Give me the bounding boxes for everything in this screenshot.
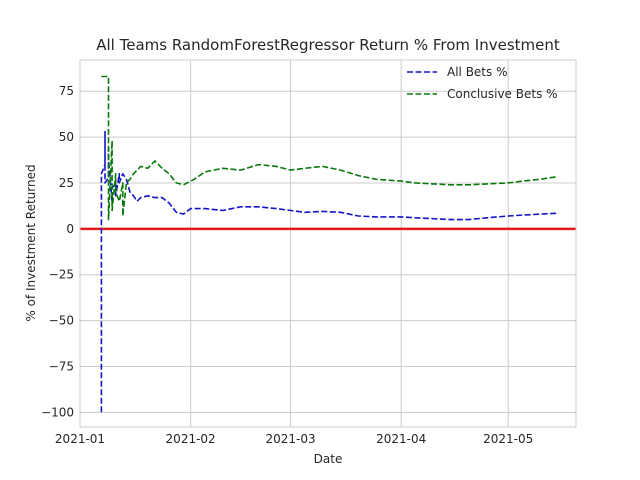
x-tick-label: 2021-02: [166, 432, 216, 446]
x-tick-label: 2021-04: [376, 432, 426, 446]
x-tick-label: 2021-05: [483, 432, 533, 446]
series-line-1: [100, 130, 559, 413]
x-tick-label: 2021-03: [265, 432, 315, 446]
y-tick-label: 50: [59, 130, 74, 144]
x-tick-labels: 2021-01 2021-02 2021-03 2021-04 2021-05: [55, 432, 533, 446]
legend-label: Conclusive Bets %: [447, 87, 558, 101]
y-tick-labels: 75 50 25 0 −25 −50 −75 −100: [41, 84, 74, 419]
series-line-2: [101, 75, 559, 221]
y-tick-label: 75: [59, 84, 74, 98]
y-tick-label: −25: [49, 268, 74, 282]
grid-lines: [79, 60, 576, 427]
plot-frame: [79, 59, 577, 428]
legend: All Bets % Conclusive Bets %: [407, 65, 558, 101]
series-lines: [100, 75, 559, 413]
y-tick-label: −75: [49, 359, 74, 373]
y-tick-label: 0: [66, 222, 74, 236]
chart-title: All Teams RandomForestRegressor Return %…: [96, 36, 560, 54]
legend-label: All Bets %: [447, 65, 507, 79]
y-tick-label: −50: [49, 314, 74, 328]
y-axis-label: % of Investment Returned: [24, 164, 38, 321]
x-axis-label: Date: [314, 452, 343, 466]
y-tick-label: 25: [59, 176, 74, 190]
x-tick-label: 2021-01: [55, 432, 105, 446]
y-tick-label: −100: [41, 405, 74, 419]
